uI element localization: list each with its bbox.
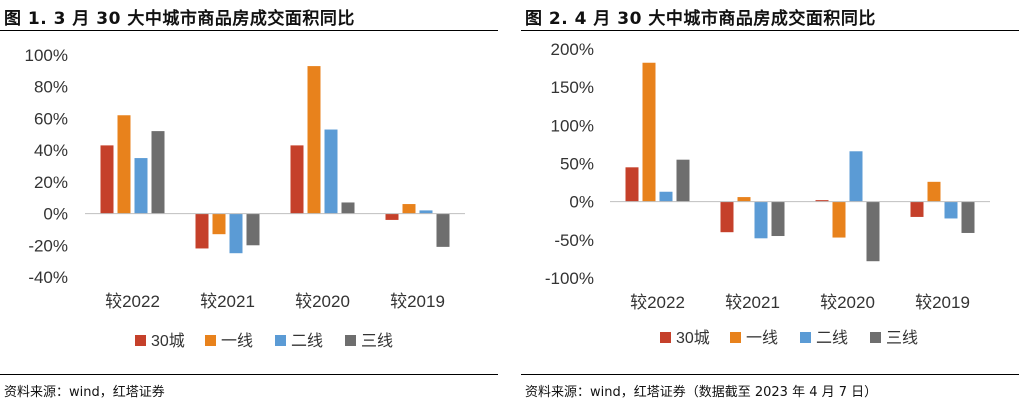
y-tick-label: -40%	[28, 268, 68, 287]
legend-label: 三线	[361, 332, 393, 350]
bar	[849, 151, 863, 202]
bar	[659, 191, 673, 202]
title-rule	[0, 30, 498, 31]
bar	[117, 115, 131, 214]
bar	[229, 213, 243, 254]
bar	[676, 159, 690, 202]
y-tick-label: 100%	[551, 116, 594, 135]
legend-swatch	[870, 332, 881, 343]
y-tick-label: 40%	[34, 141, 68, 160]
bar	[944, 201, 958, 219]
legend-label: 二线	[291, 332, 323, 350]
bar-chart: -100% -50% 0% 50% 100% 150% 200% 较2022 较2021 较202…	[545, 40, 990, 347]
bar	[100, 145, 114, 214]
x-tick-label: 较2020	[820, 293, 875, 312]
bar	[341, 202, 355, 214]
y-tick-label: 100%	[25, 46, 68, 65]
bar	[307, 66, 321, 214]
bar	[927, 181, 941, 202]
y-tick-label: -50%	[554, 231, 594, 250]
legend-swatch	[275, 335, 286, 346]
bar	[832, 201, 846, 238]
legend-swatch	[660, 332, 671, 343]
bar	[324, 129, 338, 214]
x-tick-label: 较2019	[390, 292, 445, 311]
x-tick-label: 较2021	[200, 292, 255, 311]
bar	[419, 210, 433, 214]
legend-label: 二线	[816, 329, 848, 347]
bar	[961, 201, 975, 233]
bar	[866, 201, 880, 262]
legend-swatch	[345, 335, 356, 346]
chart-panel-1: 图 1. 3 月 30 大中城市商品房成交面积同比 -40% -20% 0% 20% 4…	[0, 0, 498, 408]
x-tick-label: 较2022	[630, 293, 685, 312]
y-tick-label: -100%	[545, 269, 594, 288]
x-tick-label: 较2020	[295, 292, 350, 311]
bar	[754, 201, 768, 239]
legend-label: 一线	[221, 332, 253, 350]
legend-swatch	[730, 332, 741, 343]
y-tick-label: 80%	[34, 78, 68, 97]
bar	[385, 213, 399, 220]
figure-title: 图 2. 4 月 30 大中城市商品房成交面积同比	[525, 9, 876, 29]
source-rule	[521, 374, 1019, 375]
legend-label: 一线	[746, 329, 778, 347]
source-note: 资料来源：wind，红塔证券（数据截至 2023 年 4 月 7 日）	[525, 385, 878, 400]
legend-label: 30城	[151, 332, 185, 350]
x-tick-label: 较2022	[105, 292, 160, 311]
y-tick-label: 0%	[569, 193, 594, 212]
bar	[134, 158, 148, 214]
y-tick-label: -20%	[28, 236, 68, 255]
bar	[402, 204, 416, 214]
bar	[290, 145, 304, 214]
bar	[737, 197, 751, 202]
source-rule	[0, 374, 498, 375]
y-tick-label: 200%	[551, 40, 594, 59]
title-rule	[521, 30, 1019, 31]
y-tick-label: 0%	[43, 205, 68, 224]
bar	[815, 200, 829, 202]
chart-panel-2: 图 2. 4 月 30 大中城市商品房成交面积同比 -100% -50% 0% 50%…	[521, 0, 1019, 408]
bar	[212, 213, 226, 235]
legend-swatch	[800, 332, 811, 343]
y-tick-label: 60%	[34, 109, 68, 128]
bar	[151, 131, 165, 214]
bar	[771, 201, 785, 237]
y-tick-label: 20%	[34, 173, 68, 192]
bar-chart: -40% -20% 0% 20% 40% 60% 80% 100% 较2022 较2021 较202…	[25, 46, 465, 350]
bar	[246, 213, 260, 246]
bar	[195, 213, 209, 249]
legend-label: 30城	[676, 329, 710, 347]
y-tick-label: 50%	[560, 155, 594, 174]
bar	[720, 201, 734, 233]
bar	[910, 201, 924, 217]
figure-title: 图 1. 3 月 30 大中城市商品房成交面积同比	[4, 9, 355, 29]
bar	[642, 62, 656, 202]
y-tick-label: 150%	[551, 78, 594, 97]
x-tick-label: 较2021	[725, 293, 780, 312]
x-tick-label: 较2019	[915, 293, 970, 312]
source-note: 资料来源：wind，红塔证券	[4, 385, 165, 400]
bar	[625, 167, 639, 202]
bar	[436, 213, 450, 247]
legend-swatch	[205, 335, 216, 346]
legend-swatch	[135, 335, 146, 346]
legend-label: 三线	[886, 329, 918, 347]
